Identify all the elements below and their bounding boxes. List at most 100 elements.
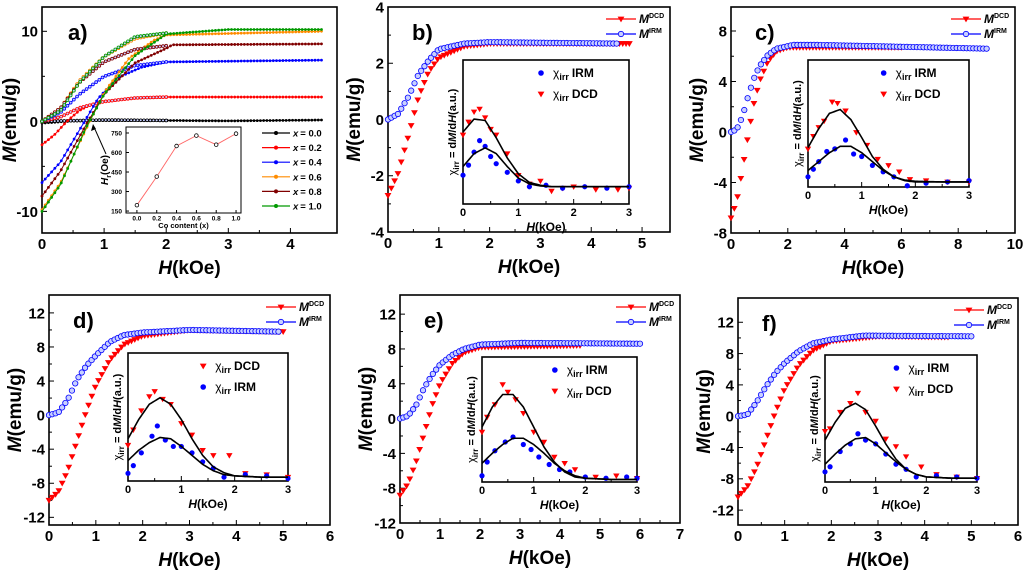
inset-irm-point <box>805 174 811 180</box>
dcd-point <box>40 181 44 184</box>
dcd-point <box>175 119 179 122</box>
inset-irm-point <box>149 433 155 439</box>
dcd-point <box>117 70 121 74</box>
main-axis-y-tick-label: 0 <box>376 112 384 129</box>
inset-y-label-part: χ <box>809 456 821 462</box>
dcd-point <box>43 205 47 209</box>
irm-point <box>754 67 761 74</box>
inset-y-label-part: H <box>112 399 124 408</box>
inset-axis-x-tick-label: 1 <box>859 190 865 202</box>
inset-axis-x-tick-label: 0 <box>479 485 485 497</box>
inset-y-label-part: irr <box>471 449 480 457</box>
irm-point <box>408 87 415 94</box>
chart-panel-f: 0 1 2 3 4 5 612840-4-8-12H(kOe)M(emu/g)f)MDCDM… <box>694 297 1022 571</box>
irm-point <box>748 406 755 413</box>
dcd-point <box>429 401 437 407</box>
dcd-point <box>153 38 156 42</box>
dcd-point <box>62 473 69 479</box>
dcd-point <box>310 42 314 46</box>
inset-x-axis-label: H(kOe) <box>869 203 908 217</box>
legend-label: MDCD <box>984 12 1009 26</box>
irm-point <box>418 67 425 74</box>
inset-y-label-unit: (Oe) <box>100 155 111 175</box>
dcd-point <box>737 175 745 182</box>
main-axis-x-tick-label: 10 <box>1007 236 1024 253</box>
inset-irm-point <box>842 137 849 143</box>
dcd-point <box>178 60 182 64</box>
irm-point <box>97 118 102 122</box>
dcd-point <box>259 42 262 46</box>
main-axis-x-tick-label: 4 <box>232 528 241 545</box>
inset-legend-text: IRM <box>927 361 949 375</box>
dcd-point <box>397 159 405 166</box>
dcd-point <box>159 36 163 40</box>
series-m-irm <box>727 41 990 136</box>
inset-legend-item-dcd: χirr DCD <box>537 87 598 103</box>
irm-point <box>116 54 121 58</box>
irm-point <box>164 31 169 35</box>
dcd-point <box>111 82 115 86</box>
dcd-point <box>210 43 214 46</box>
dcd-point <box>268 42 272 46</box>
inset-irm-point <box>484 459 490 465</box>
dcd-line <box>41 29 322 212</box>
legend-superscript: IRM <box>994 28 1007 35</box>
dcd-point <box>230 43 233 46</box>
irm-point <box>110 49 114 54</box>
x-axis-label-variable: H <box>842 258 857 279</box>
inset-x-axis-label: Co content (x) <box>158 221 209 230</box>
dcd-point <box>69 143 73 146</box>
dcd-point <box>56 186 60 190</box>
legend-symbol: M <box>984 27 995 41</box>
irm-point <box>151 61 156 66</box>
dcd-point <box>207 32 211 36</box>
dcd-point <box>43 177 47 181</box>
inset-dcd-point <box>834 100 841 107</box>
dcd-point <box>284 42 288 46</box>
legend-label: MIRM <box>649 315 672 329</box>
dcd-point <box>294 28 298 31</box>
inset-axis-x-tick-label: 3 <box>966 190 972 202</box>
dcd-point <box>191 95 195 99</box>
irm-point <box>113 118 118 122</box>
legend-label: x = 0.6 <box>292 172 322 183</box>
y-axis-label-variable: M <box>344 145 365 162</box>
dcd-point <box>252 59 256 63</box>
dcd-point <box>316 58 320 62</box>
dcd-point <box>210 95 214 99</box>
irm-point <box>110 118 114 122</box>
dcd-point <box>159 49 163 53</box>
inset-fit-curve-irm <box>127 436 288 478</box>
dcd-point <box>268 28 272 31</box>
inset-dcd-point <box>499 382 506 388</box>
inset-remanence-field: 0.0 0.2 0.4 0.6 0.8 1.0 150 300 450 600 750 Co cont… <box>100 126 242 230</box>
dcd-point <box>416 447 424 453</box>
inset-y-label-subscript: r <box>106 175 113 178</box>
dcd-point <box>304 30 307 34</box>
main-axis-y-tick-label: 4 <box>37 373 46 390</box>
dcd-point <box>133 54 137 58</box>
inset-axis-y-tick-label: 150 <box>111 208 122 215</box>
dcd-point <box>52 491 59 498</box>
dcd-point <box>246 95 249 99</box>
dcd-point <box>242 95 246 99</box>
dcd-point <box>117 77 121 81</box>
legend-item-dcd: MDCD <box>616 300 674 314</box>
irm-point <box>138 95 143 100</box>
irm-point <box>142 62 146 67</box>
dcd-point <box>246 28 249 31</box>
dcd-point <box>434 56 441 63</box>
irm-point <box>404 94 411 101</box>
dcd-point <box>262 95 266 99</box>
irm-point <box>75 94 79 99</box>
legend-label: x = 0.4 <box>292 158 322 169</box>
inset-irm-point <box>822 469 828 475</box>
irm-point <box>154 45 159 49</box>
dcd-point <box>53 132 57 136</box>
inset-dcd-point <box>896 169 903 175</box>
irm-point <box>164 43 169 48</box>
main-axis-x-tick-label: 6 <box>636 526 644 543</box>
dcd-point <box>136 59 140 63</box>
irm-point <box>394 110 402 118</box>
